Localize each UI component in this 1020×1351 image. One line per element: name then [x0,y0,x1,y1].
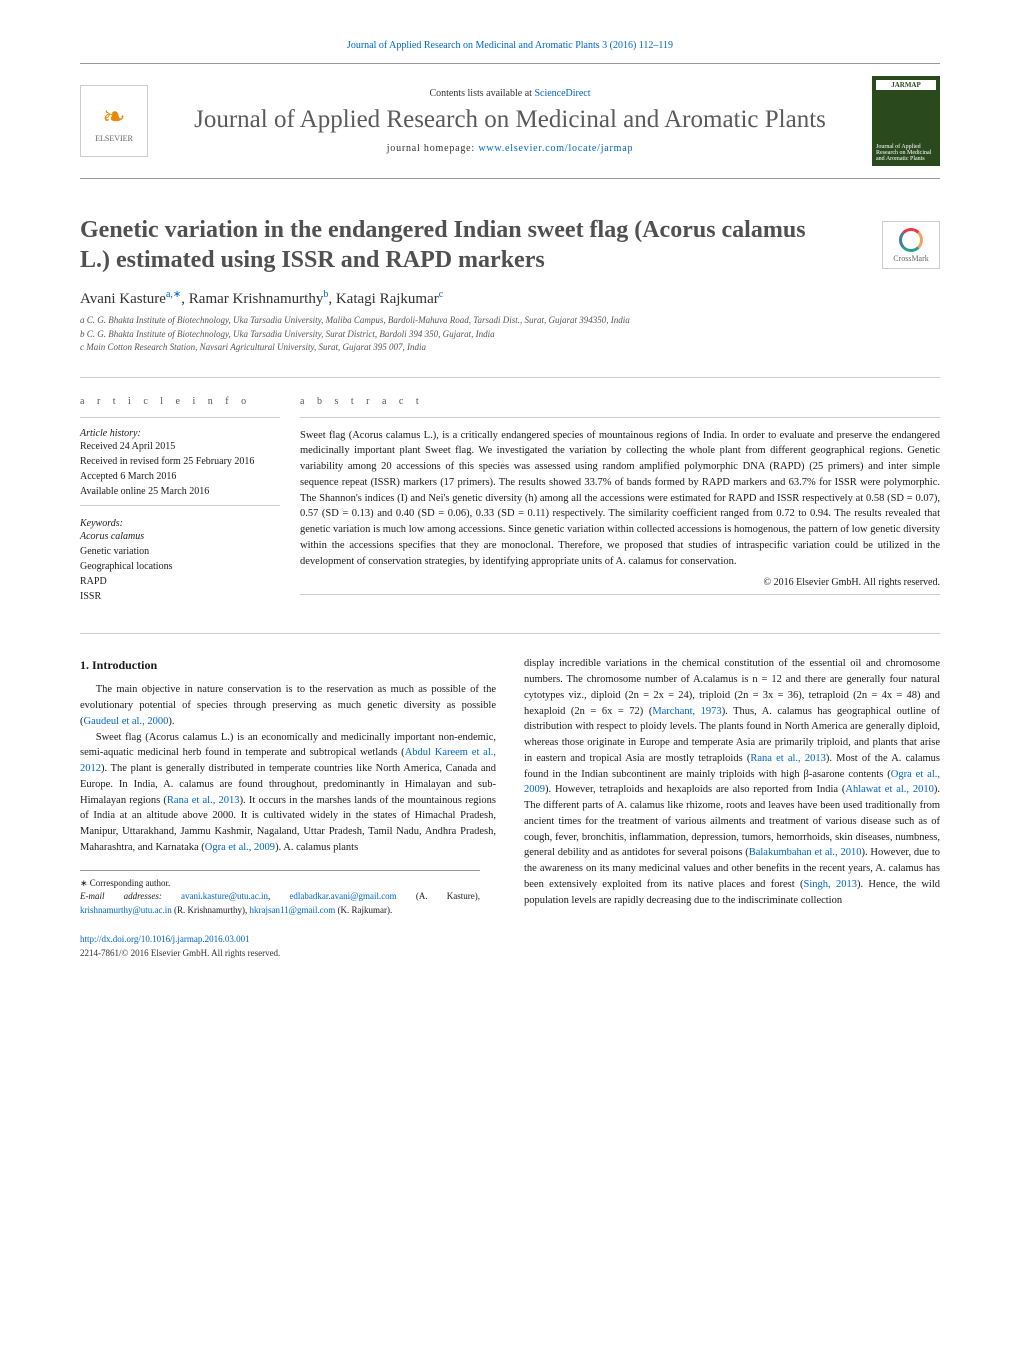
abstract-heading: a b s t r a c t [300,396,940,407]
journal-cover-thumb[interactable]: JARMAP Journal of Applied Research on Me… [872,76,940,166]
history-revised: Received in revised form 25 February 201… [80,454,280,469]
ref-ogra-1[interactable]: Ogra et al., 2009 [205,842,275,853]
email-2[interactable]: edlabadkar.avani@gmail.com [289,891,396,901]
email-3[interactable]: krishnamurthy@utu.ac.in [80,905,172,915]
author-2-sup: b [323,289,328,300]
crossmark-label: CrossMark [893,254,929,263]
ref-balakumbahan[interactable]: Balakumbahan et al., 2010 [749,847,862,858]
author-3: Katagi Rajkumar [336,291,439,307]
journal-title: Journal of Applied Research on Medicinal… [160,105,860,135]
article-info-col: a r t i c l e i n f o Article history: R… [80,396,300,606]
affil-b: b C. G. Bhakta Institute of Biotechnolog… [80,328,940,342]
kw-3: Geographical locations [80,559,280,574]
abstract-text: Sweet flag (Acorus calamus L.), is a cri… [300,428,940,570]
emails-line: E-mail addresses: avani.kasture@utu.ac.i… [80,890,480,917]
kw-5: ISSR [80,589,280,604]
issn-line: 2214-7861/© 2016 Elsevier GmbH. All righ… [80,947,496,961]
crossmark-icon [899,228,923,252]
sciencedirect-link[interactable]: ScienceDirect [534,88,590,99]
ref-gaudeul[interactable]: Gaudeul et al., 2000 [84,716,169,727]
abstract-bottom-rule [300,594,940,595]
cover-jarmap-badge: JARMAP [876,80,936,90]
email-label: E-mail addresses: [80,891,181,901]
author-1-sup: a,∗ [166,289,181,300]
body-columns: 1. Introduction The main objective in na… [80,633,940,960]
crossmark-badge[interactable]: CrossMark [882,221,940,269]
kw-4: RAPD [80,574,280,589]
footnotes-block: ∗ Corresponding author. E-mail addresses… [80,870,480,918]
affil-a: a C. G. Bhakta Institute of Biotechnolog… [80,314,940,328]
author-3-sup: c [439,289,443,300]
para-1: The main objective in nature conservatio… [80,682,496,729]
homepage-prefix: journal homepage: [387,143,479,154]
p1b: ). [168,716,174,727]
article-title: Genetic variation in the endangered Indi… [80,215,840,275]
history-block: Received 24 April 2015 Received in revis… [80,439,280,499]
abstract-rule [300,417,940,418]
elsevier-logo[interactable]: ❧ ELSEVIER [80,85,148,157]
affiliations: a C. G. Bhakta Institute of Biotechnolog… [80,314,940,355]
body-col-left: 1. Introduction The main objective in na… [80,656,496,960]
contents-line: Contents lists available at ScienceDirec… [160,88,860,99]
journal-ref-link[interactable]: Journal of Applied Research on Medicinal… [347,40,673,51]
affil-c: c Main Cotton Research Station, Navsari … [80,341,940,355]
cover-title-text: Journal of Applied Research on Medicinal… [876,144,936,162]
intro-heading: 1. Introduction [80,656,496,674]
abstract-copyright: © 2016 Elsevier GmbH. All rights reserve… [300,577,940,588]
ref-ahlawat[interactable]: Ahlawat et al., 2010 [845,784,934,795]
history-accepted: Accepted 6 March 2016 [80,469,280,484]
email-1[interactable]: avani.kasture@utu.ac.in [181,891,268,901]
title-block: CrossMark Genetic variation in the endan… [80,215,940,355]
history-online: Available online 25 March 2016 [80,484,280,499]
masthead-center: Contents lists available at ScienceDirec… [160,88,860,154]
ref-marchant[interactable]: Marchant, 1973 [652,706,721,717]
email-4[interactable]: hkrajsan11@gmail.com [250,905,336,915]
kw-2: Genetic variation [80,544,280,559]
p3d: ). However, tetraploids and hexaploids a… [545,784,845,795]
homepage-line: journal homepage: www.elsevier.com/locat… [160,143,860,154]
para-3: display incredible variations in the che… [524,656,940,908]
p2d: ). A. calamus plants [275,842,358,853]
kw-rule [80,505,280,506]
email-name-2: (R. Krishnamurthy), [172,905,250,915]
history-received: Received 24 April 2015 [80,439,280,454]
doi-line: http://dx.doi.org/10.1016/j.jarmap.2016.… [80,933,496,947]
doi-link[interactable]: http://dx.doi.org/10.1016/j.jarmap.2016.… [80,934,250,944]
body-col-right: display incredible variations in the che… [524,656,940,960]
contents-prefix: Contents lists available at [429,88,534,99]
history-label: Article history: [80,428,280,439]
journal-ref-line: Journal of Applied Research on Medicinal… [80,40,940,51]
info-heading: a r t i c l e i n f o [80,396,280,407]
homepage-link[interactable]: www.elsevier.com/locate/jarmap [478,143,633,154]
para-2: Sweet flag (Acorus calamus L.) is an eco… [80,730,496,856]
kw-1: Acorus calamus [80,529,280,544]
info-abstract-row: a r t i c l e i n f o Article history: R… [80,377,940,606]
masthead: ❧ ELSEVIER Contents lists available at S… [80,63,940,179]
ref-rana-1[interactable]: Rana et al., 2013 [167,795,240,806]
elsevier-tree-icon: ❧ [102,100,125,134]
corresponding-author: ∗ Corresponding author. [80,877,480,891]
email-name-1: (A. Kasture), [397,891,480,901]
elsevier-label: ELSEVIER [95,134,133,143]
abstract-col: a b s t r a c t Sweet flag (Acorus calam… [300,396,940,606]
email-name-3: (K. Rajkumar). [335,905,392,915]
author-1: Avani Kasture [80,291,166,307]
ref-singh[interactable]: Singh, 2013 [803,879,856,890]
authors-line: Avani Kasturea,∗, Ramar Krishnamurthyb, … [80,289,940,308]
keywords-label: Keywords: [80,518,280,529]
info-rule [80,417,280,418]
ref-rana-2[interactable]: Rana et al., 2013 [750,753,825,764]
keywords-block: Acorus calamus Genetic variation Geograp… [80,529,280,604]
author-2: Ramar Krishnamurthy [189,291,324,307]
